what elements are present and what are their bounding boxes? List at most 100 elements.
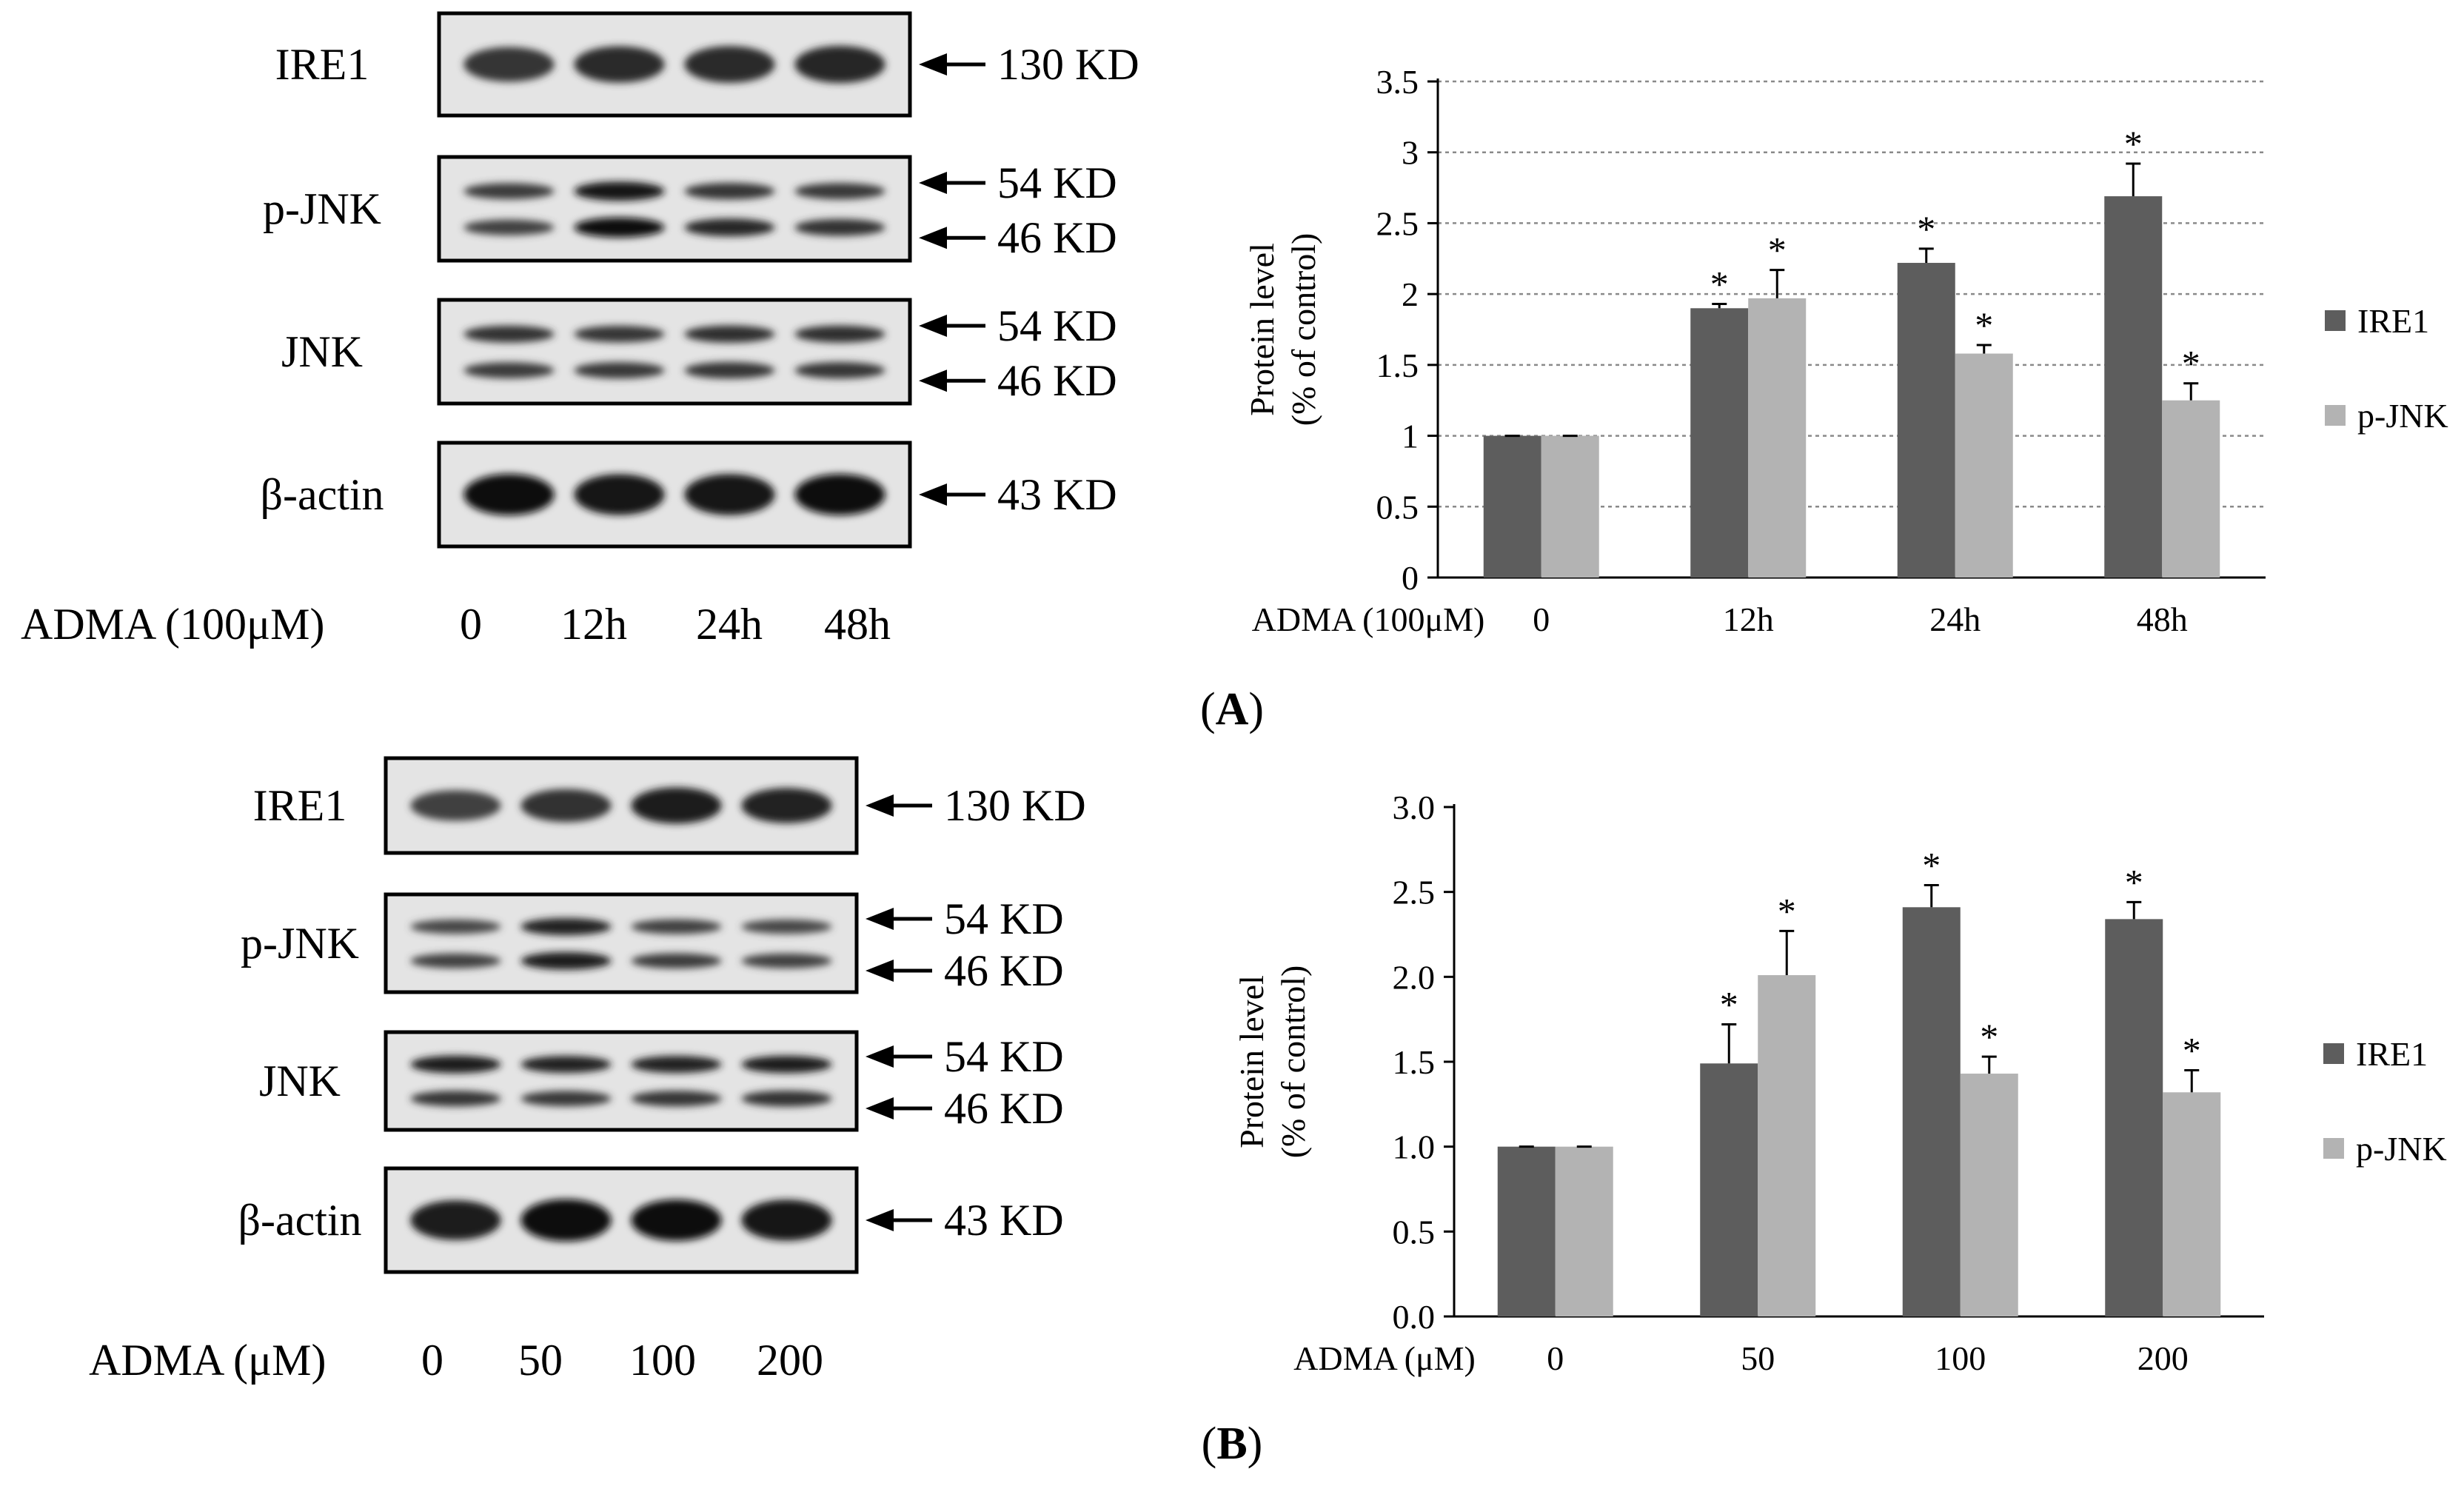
- bar-chart-panel-a: 0 0.5 1 1.5 2 2.5 3 3.5 Protein level (% of contr…: [1243, 63, 2448, 638]
- marker-label: 43 KD: [997, 470, 1117, 519]
- blot-band: [741, 919, 832, 934]
- bar-ire1: [1897, 263, 1955, 578]
- legend-swatch-ire1: [2325, 310, 2346, 331]
- blot-band: [794, 325, 886, 343]
- y-axis-label: Protein level: [1233, 975, 1270, 1148]
- significance-asterisk: *: [1917, 208, 1935, 250]
- blot-band: [684, 182, 775, 200]
- blot-band: [463, 219, 555, 235]
- blot-band: [520, 951, 612, 970]
- y-tick-label: 1.0: [1393, 1128, 1436, 1166]
- blot-band: [684, 218, 775, 237]
- marker-label: 46 KD: [997, 213, 1117, 262]
- legend-label: p-JNK: [2356, 1130, 2447, 1168]
- y-tick-label: 3.0: [1393, 789, 1436, 826]
- significance-asterisk: *: [1778, 890, 1796, 931]
- y-axis-label: (% of control): [1274, 965, 1312, 1159]
- bar-p-jnk: [1748, 298, 1807, 578]
- blot-band: [631, 1199, 722, 1241]
- blot-row-label: JNK: [259, 1057, 341, 1105]
- blot-row-label: β-actin: [260, 470, 384, 519]
- bar-chart-panel-b: 0.0 0.5 1.0 1.5 2.0 2.5 3.0 Protein level (% of …: [1233, 789, 2447, 1377]
- significance-asterisk: *: [1710, 264, 1729, 305]
- bar-ire1: [1902, 907, 1961, 1316]
- blot-band: [463, 47, 555, 82]
- marker-label: 54 KD: [997, 301, 1117, 350]
- blot-row-label: IRE1: [275, 40, 369, 89]
- x-axis-label: ADMA (μM): [1293, 1339, 1476, 1377]
- x-tick-label: 200: [2137, 1339, 2189, 1377]
- marker-label: 130 KD: [944, 781, 1086, 830]
- bar-p-jnk: [1955, 353, 2013, 578]
- significance-asterisk: *: [2182, 343, 2200, 384]
- marker-arrow: [919, 227, 985, 250]
- blot-band: [520, 917, 612, 936]
- bar-ire1: [1483, 435, 1541, 578]
- blot-band: [631, 787, 722, 824]
- blot-band: [794, 183, 886, 200]
- x-tick-label: 100: [1935, 1339, 1986, 1377]
- blot-band: [794, 218, 886, 236]
- y-tick-label: 1.5: [1376, 347, 1419, 384]
- y-tick-label: 2: [1402, 275, 1419, 313]
- blot-band: [463, 325, 555, 343]
- y-axis-label-group: Protein level (% of control): [1243, 233, 1322, 426]
- blot-band: [741, 1055, 832, 1074]
- x-axis-label: ADMA (100μM): [1252, 600, 1485, 638]
- bar-p-jnk: [1960, 1074, 2018, 1316]
- blot-band: [684, 474, 775, 515]
- blot-band: [520, 1056, 612, 1074]
- marker-arrow: [919, 315, 985, 337]
- x-tick-label: 0: [1533, 600, 1550, 638]
- bar-ire1: [2104, 196, 2163, 578]
- bar-ire1: [1700, 1063, 1758, 1316]
- significance-asterisk: *: [1975, 304, 1993, 346]
- blot-band: [741, 953, 832, 968]
- lane-label: 24h: [696, 600, 763, 649]
- blot-band: [741, 1090, 832, 1107]
- marker-label: 46 KD: [997, 356, 1117, 405]
- x-tick-label: 24h: [1929, 600, 1981, 638]
- bar-ire1: [1497, 1146, 1556, 1316]
- bar-p-jnk: [1758, 975, 1816, 1316]
- significance-asterisk: *: [2124, 123, 2143, 164]
- blot-box-2: [384, 1030, 859, 1132]
- legend-swatch-ire1: [2323, 1043, 2344, 1064]
- blot-band: [574, 474, 665, 515]
- blot-band: [794, 362, 886, 379]
- blot-band: [574, 217, 665, 238]
- marker-arrow-head: [919, 483, 947, 506]
- blot-band: [631, 953, 722, 969]
- marker-arrow-head: [866, 1045, 894, 1068]
- blot-box-1: [437, 155, 912, 263]
- legend-swatch-p-jnk: [2325, 405, 2346, 426]
- blot-band: [684, 46, 775, 83]
- lane-label: 0: [421, 1336, 443, 1385]
- marker-arrow-head: [866, 794, 894, 817]
- significance-asterisk: *: [1768, 230, 1787, 271]
- marker-arrow: [866, 794, 932, 817]
- marker-arrow-head: [866, 1097, 894, 1119]
- blot-band: [410, 1055, 501, 1074]
- marker-arrow-head: [919, 369, 947, 392]
- blot-band: [684, 361, 775, 379]
- bar-p-jnk: [2163, 1092, 2221, 1316]
- blot-band: [741, 788, 832, 823]
- marker-label: 43 KD: [944, 1196, 1064, 1245]
- blot-row-label: p-JNK: [241, 919, 359, 968]
- blot-row-label: IRE1: [253, 781, 347, 830]
- lane-label: 0: [460, 600, 482, 649]
- marker-label: 46 KD: [944, 1084, 1064, 1133]
- x-tick-label: 50: [1741, 1339, 1775, 1377]
- y-tick-label: 0.0: [1393, 1298, 1436, 1336]
- blot-band: [463, 362, 555, 379]
- blot-band: [520, 1091, 612, 1107]
- y-tick-label: 3: [1402, 134, 1419, 172]
- y-tick-label: 2.0: [1393, 958, 1436, 996]
- y-tick-label: 2.5: [1376, 204, 1419, 242]
- legend-swatch-p-jnk: [2323, 1138, 2344, 1159]
- bar-ire1: [1690, 308, 1749, 578]
- marker-arrow: [919, 172, 985, 194]
- blot-band: [574, 181, 665, 201]
